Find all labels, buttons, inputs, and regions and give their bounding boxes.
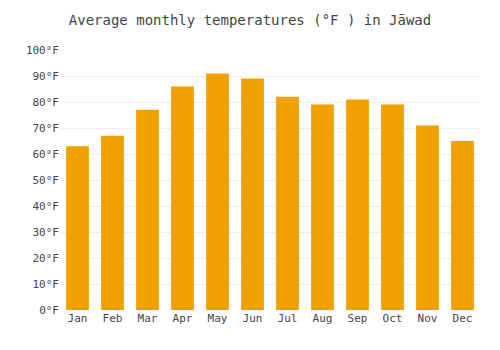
svg-text:Oct: Oct xyxy=(383,312,403,325)
svg-text:Mar: Mar xyxy=(138,312,158,325)
svg-text:50°F: 50°F xyxy=(33,174,60,187)
svg-text:Aug: Aug xyxy=(313,312,333,325)
svg-text:30°F: 30°F xyxy=(33,226,60,239)
svg-text:Average monthly temperatures (: Average monthly temperatures (°F ) in Jā… xyxy=(69,12,431,28)
svg-text:0°F: 0°F xyxy=(39,304,59,317)
svg-text:100°F: 100°F xyxy=(26,44,59,57)
svg-text:Apr: Apr xyxy=(173,312,193,325)
svg-text:Nov: Nov xyxy=(418,312,438,325)
svg-text:Jul: Jul xyxy=(278,312,298,325)
svg-text:Jun: Jun xyxy=(243,312,263,325)
svg-text:10°F: 10°F xyxy=(33,278,60,291)
svg-text:80°F: 80°F xyxy=(33,96,60,109)
svg-text:70°F: 70°F xyxy=(33,122,60,135)
svg-text:60°F: 60°F xyxy=(33,148,60,161)
svg-text:90°F: 90°F xyxy=(33,70,60,83)
svg-text:Sep: Sep xyxy=(348,312,368,325)
svg-text:Dec: Dec xyxy=(453,312,473,325)
svg-text:Jan: Jan xyxy=(68,312,88,325)
svg-text:Feb: Feb xyxy=(103,312,123,325)
svg-text:May: May xyxy=(208,312,228,325)
svg-text:40°F: 40°F xyxy=(33,200,60,213)
svg-text:20°F: 20°F xyxy=(33,252,60,265)
